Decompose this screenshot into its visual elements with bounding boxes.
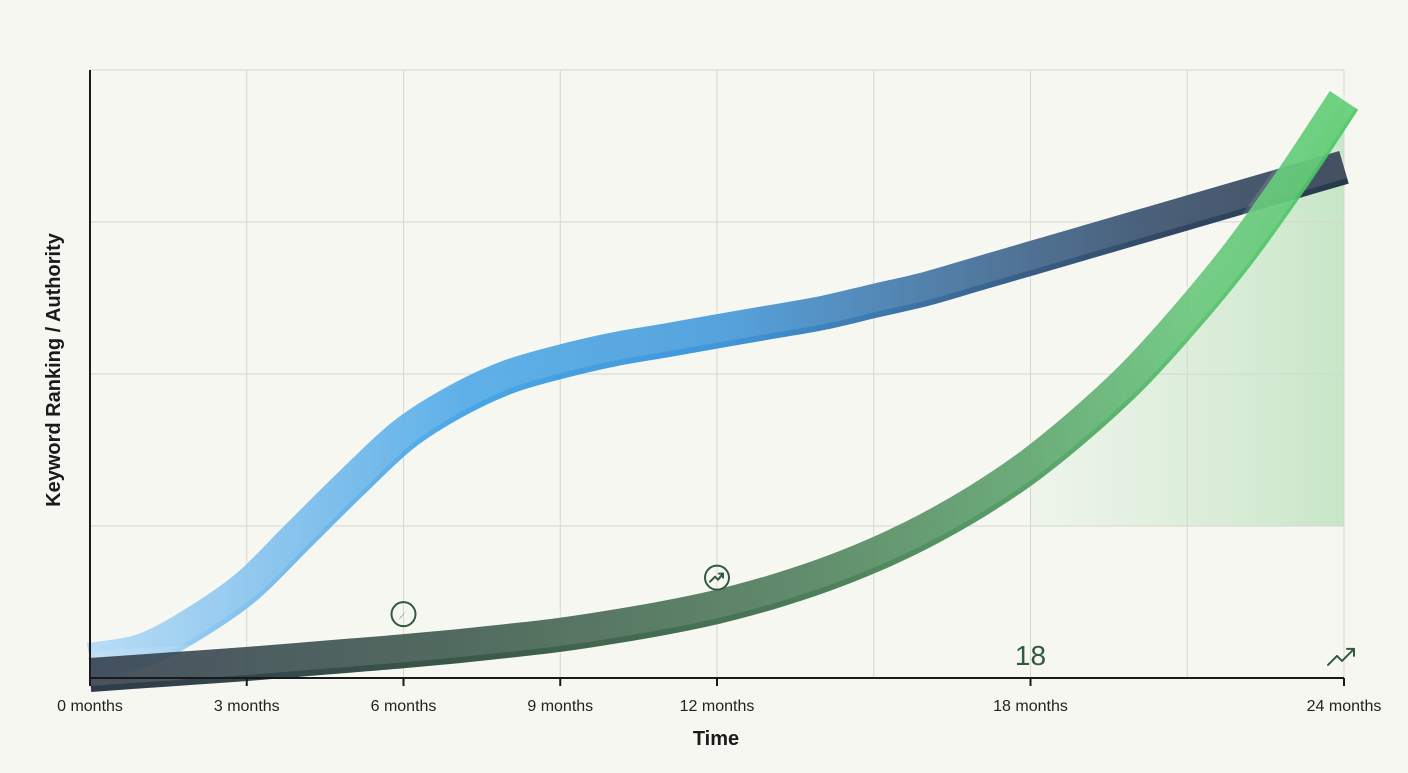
x-tick-label: 18 months (993, 698, 1068, 715)
growth-line (709, 572, 724, 583)
axes-layer: 0 months 3 months 6 months 9 months 12 month… (57, 70, 1381, 715)
trend-arrowhead (1346, 647, 1355, 657)
x-tick-label: 0 months (57, 698, 123, 715)
x-tick-label: 24 months (1307, 698, 1382, 715)
growth-arrowhead (718, 572, 724, 579)
growth-ring (704, 564, 730, 591)
trend-up-icon (1327, 647, 1355, 666)
green-series-band (88, 91, 1359, 692)
x-tick-label: 3 months (214, 698, 280, 715)
x-tick-label: 9 months (527, 698, 593, 715)
x-tick-label: 12 months (680, 698, 755, 715)
compass-icon (390, 601, 417, 628)
x-tick-label: 6 months (371, 698, 437, 715)
blue-series-band (86, 150, 1349, 677)
growth-circle-icon (704, 564, 730, 591)
x-axis-title: Time (693, 728, 739, 750)
blue-series-highlight (86, 144, 1349, 671)
annotation-layer: 18 (390, 564, 1355, 671)
series-layer (86, 85, 1359, 692)
y-axis-title: Keyword Ranking / Authority (43, 232, 65, 507)
compass-ring (390, 601, 417, 628)
green-series-highlight (88, 85, 1359, 686)
annotation-label: 18 (1015, 640, 1046, 671)
trend-line (1327, 647, 1355, 666)
